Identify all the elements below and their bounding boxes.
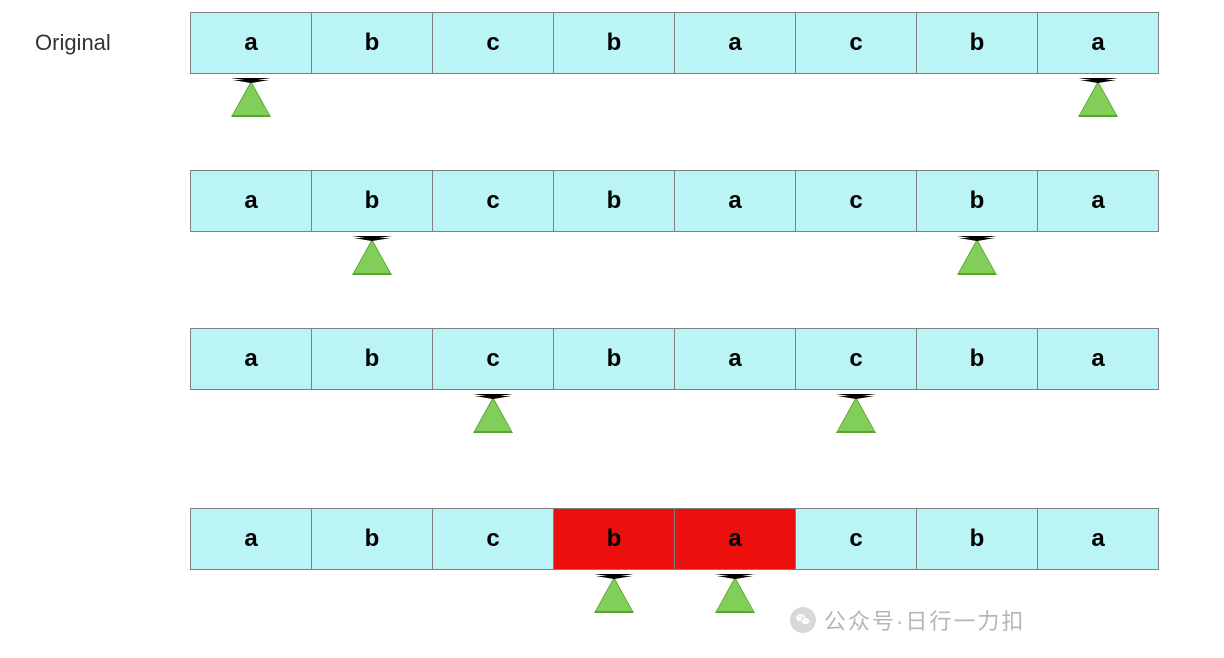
array-cell: b	[916, 12, 1038, 74]
array-cell: c	[795, 12, 917, 74]
pointer-triangle	[1080, 80, 1116, 115]
array-row: abcbacba	[190, 170, 1159, 232]
watermark: 公众号·日行一力扣	[790, 604, 1025, 636]
pointer-triangle	[959, 238, 995, 273]
array-cell: c	[432, 328, 554, 390]
array-cell: b	[916, 170, 1038, 232]
watermark-text: 公众号·日行一力扣	[824, 604, 1025, 636]
array-cell: b	[311, 508, 433, 570]
array-cell: b	[311, 328, 433, 390]
array-cell: c	[432, 12, 554, 74]
array-row: abcbacba	[190, 508, 1159, 570]
array-cell: a	[190, 328, 312, 390]
array-cell: b	[553, 328, 675, 390]
array-cell: b	[553, 12, 675, 74]
array-cell: a	[1037, 170, 1159, 232]
array-cell: b	[916, 508, 1038, 570]
array-cell: a	[190, 12, 312, 74]
array-cell: c	[795, 170, 917, 232]
array-cell: a	[674, 12, 796, 74]
array-cell: a	[674, 508, 796, 570]
array-cell: c	[432, 508, 554, 570]
array-cell: b	[311, 12, 433, 74]
wechat-icon	[790, 607, 816, 633]
array-cell: c	[795, 508, 917, 570]
palindrome-pointer-diagram: Originalabcbacbaabcbacbaabcbacbaabcbacba…	[0, 0, 1224, 658]
array-cell: b	[916, 328, 1038, 390]
row-label-original: Original	[35, 30, 111, 56]
array-cell: a	[674, 328, 796, 390]
array-row: abcbacba	[190, 328, 1159, 390]
array-cell: a	[1037, 508, 1159, 570]
pointer-triangle	[717, 576, 753, 611]
array-cell: c	[432, 170, 554, 232]
array-cell: a	[1037, 328, 1159, 390]
array-cell: a	[674, 170, 796, 232]
pointer-triangle	[475, 396, 511, 431]
array-cell: b	[311, 170, 433, 232]
pointer-triangle	[596, 576, 632, 611]
array-cell: b	[553, 170, 675, 232]
array-cell: b	[553, 508, 675, 570]
array-cell: a	[190, 508, 312, 570]
array-cell: a	[1037, 12, 1159, 74]
pointer-triangle	[233, 80, 269, 115]
pointer-triangle	[354, 238, 390, 273]
pointer-triangle	[838, 396, 874, 431]
array-cell: a	[190, 170, 312, 232]
array-row: abcbacba	[190, 12, 1159, 74]
array-cell: c	[795, 328, 917, 390]
